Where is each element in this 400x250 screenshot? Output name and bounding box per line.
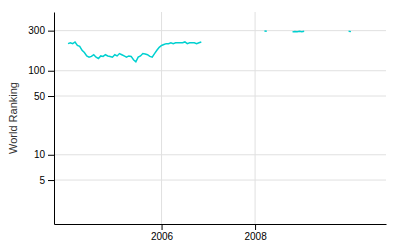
y-grid-line [54,70,386,71]
series-line [292,31,304,33]
y-axis-tick: 300 [28,25,54,36]
y-axis-tick: 10 [34,149,54,160]
x-axis: 2006 2008 [55,224,387,242]
y-axis-tick-mark [48,71,54,72]
y-axis-tick: 100 [28,65,54,76]
grid [54,12,386,224]
y-axis-tick: 50 [34,91,54,102]
chart: 2006 2008 5 10 50 100 300 World Ranking [0,0,400,250]
series-line [264,30,266,32]
y-axis-tick-mark [48,31,54,32]
y-axis-title: World Ranking [7,82,19,154]
y-grid-line [54,30,386,31]
y-axis: 5 10 50 100 300 [28,13,54,225]
y-axis-tick: 5 [39,175,54,186]
x-axis-tick: 2008 [244,224,267,242]
y-axis-tick-label: 5 [39,175,45,186]
y-grid-line [54,180,386,181]
y-grid-line [54,154,386,155]
x-axis-tick: 2006 [151,224,174,242]
x-grid-line [161,12,162,224]
x-axis-tick-mark [255,224,256,230]
y-axis-tick-mark [48,155,54,156]
x-axis-line [55,224,387,225]
series-line [349,31,351,33]
y-axis-tick-mark [48,180,54,181]
x-grid-line [255,12,256,224]
series-line [68,42,201,62]
y-axis-tick-label: 300 [28,25,45,36]
y-axis-tick-label: 10 [34,149,46,160]
y-grid-line [54,96,386,97]
y-axis-tick-label: 100 [28,65,45,76]
x-axis-tick-label: 2006 [151,231,174,242]
y-axis-tick-label: 50 [34,91,46,102]
x-axis-tick-label: 2008 [244,231,267,242]
plot-area [68,31,351,62]
y-axis-line [54,13,55,225]
y-axis-tick-mark [48,96,54,97]
x-axis-tick-mark [162,224,163,230]
